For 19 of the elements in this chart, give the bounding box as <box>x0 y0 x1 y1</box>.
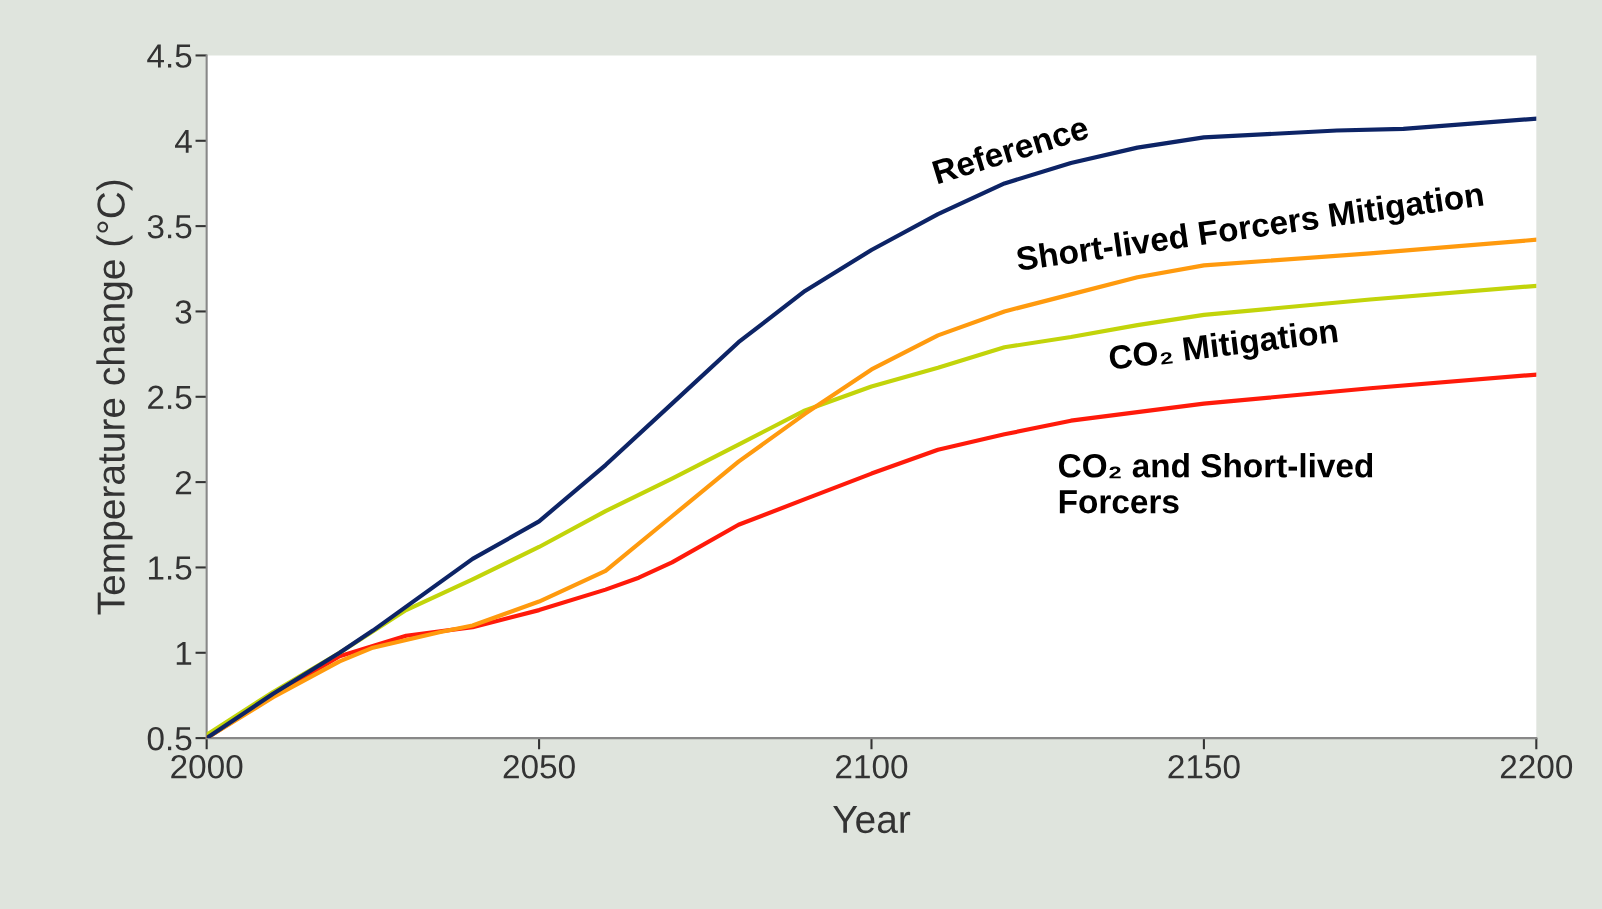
y-tick-label: 3.5 <box>147 214 192 239</box>
text: CO₂ Mitigation <box>1108 317 1339 377</box>
series-label: CO₂ and Short-lived Forcers <box>1059 453 1373 514</box>
x-tick-label: 2050 <box>503 754 575 779</box>
y-tick-label: 3 <box>175 300 192 324</box>
y-tick-label: 1 <box>176 641 192 665</box>
text: Short-lived Forcers Mitigation <box>1015 187 1484 272</box>
x-tick-label: 2100 <box>836 754 908 779</box>
x-tick-label: 2000 <box>171 754 243 779</box>
y-tick-label: 2.5 <box>148 385 192 410</box>
x-tick-label: 2150 <box>1168 754 1240 779</box>
y-axis-title: Temperature change (°C) <box>96 180 133 615</box>
x-tick-label: 2200 <box>1500 754 1573 779</box>
y-tick-label: 2 <box>175 470 192 495</box>
y-tick-label: 1.5 <box>148 556 192 580</box>
y-tick-label: 4 <box>175 129 192 153</box>
x-axis-title: Year <box>833 806 911 834</box>
y-tick-label: 0.5 <box>147 726 192 751</box>
y-tick-label: 4.5 <box>147 44 192 68</box>
